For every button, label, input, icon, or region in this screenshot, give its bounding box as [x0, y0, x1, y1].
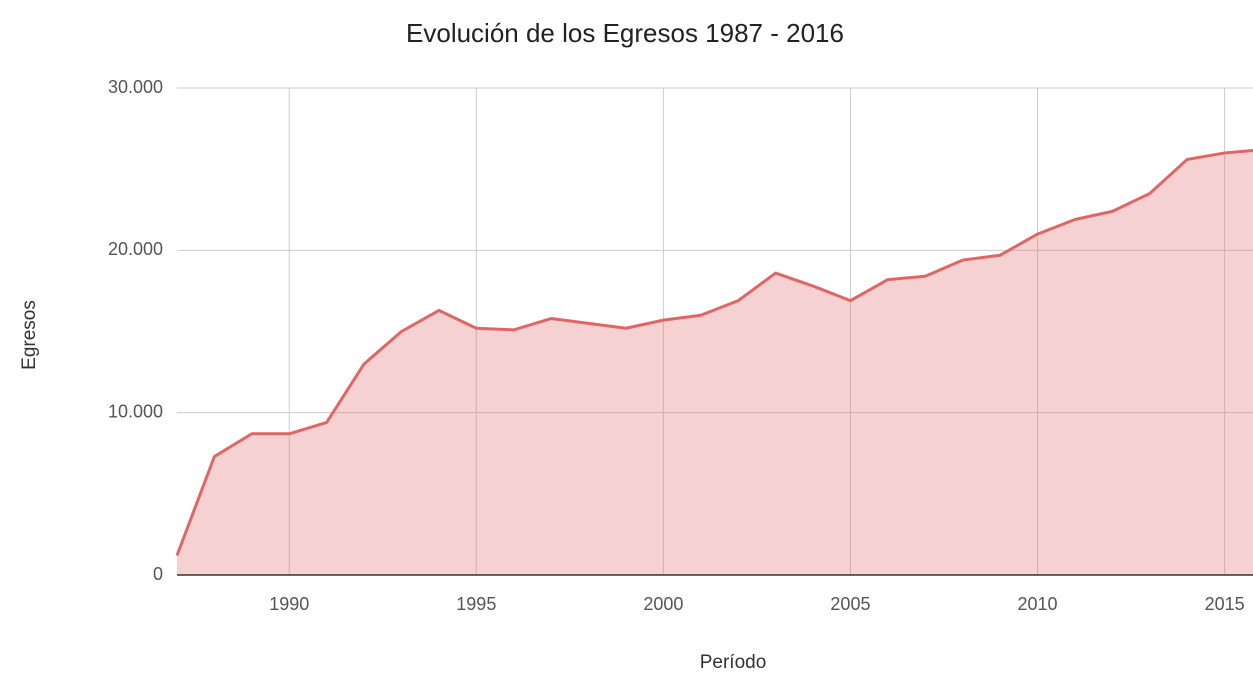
y-tick-label: 30.000 — [108, 77, 163, 97]
x-tick-label: 2015 — [1205, 594, 1245, 614]
chart-title: Evolución de los Egresos 1987 - 2016 — [406, 18, 844, 48]
x-tick-label: 2000 — [643, 594, 683, 614]
y-axis-label: Egresos — [19, 300, 40, 370]
y-tick-label: 0 — [153, 564, 163, 584]
x-tick-label: 1990 — [269, 594, 309, 614]
area-fill — [177, 150, 1253, 575]
x-tick-label: 1995 — [456, 594, 496, 614]
y-tick-label: 20.000 — [108, 239, 163, 259]
y-tick-label: 10.000 — [108, 401, 163, 421]
x-tick-label: 2010 — [1017, 594, 1057, 614]
area-line — [175, 148, 1253, 557]
x-axis-label: Período — [700, 652, 767, 673]
x-tick-label: 2005 — [830, 594, 870, 614]
